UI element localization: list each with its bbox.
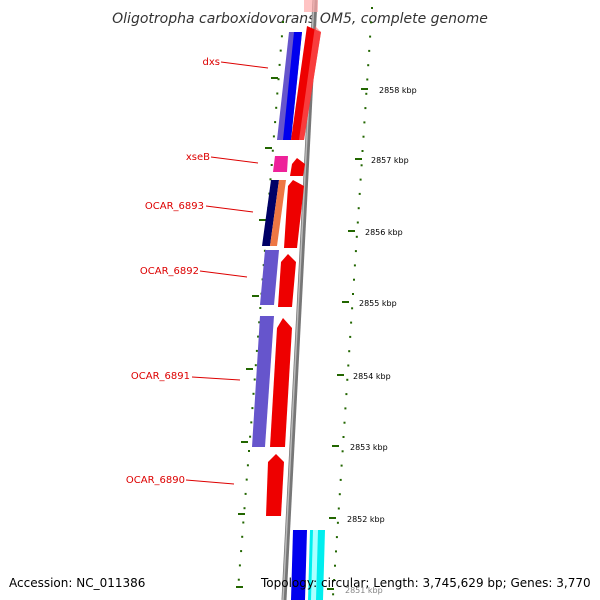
tick-label-2856: 2856 kbp [365,228,403,237]
xseB-forward-feature [290,158,305,176]
gene-label-OCAR_6891: OCAR_6891 [131,371,190,382]
dxs-reverse-feature [283,32,302,140]
OCAR_6892-leader-line [199,270,248,278]
gene-label-OCAR_6893: OCAR_6893 [145,201,204,212]
right-dotted-ring [332,7,373,596]
tick-label-2858: 2858 kbp [379,86,417,95]
OCAR_6890-leader-line [185,479,235,485]
accession-text: Accession: NC_011386 [9,576,145,590]
gene-label-xseB: xseB [186,152,210,163]
top-pink-feature [304,0,318,12]
OCAR_6890-forward-feature [266,454,284,516]
dxs-forward-feature-shade [299,26,321,140]
bottom-blue-feature [291,530,307,600]
OCAR_6893-leader-line [205,205,254,213]
bottom-cyan-feature-highlight [311,530,318,600]
dxs-leader-line [220,61,269,69]
OCAR_6893-secondary-feature [270,180,286,246]
major-ticks [327,88,368,590]
tick-label-2855: 2855 kbp [359,299,397,308]
gene-label-dxs: dxs [203,57,220,68]
xseB-feature [273,156,288,172]
tick-label-2853: 2853 kbp [350,443,388,452]
xseB-leader-line [210,156,259,164]
tick-label-2857: 2857 kbp [371,156,409,165]
OCAR_6893-forward-feature [284,180,304,248]
OCAR_6891-leader-line [191,376,241,381]
topology-summary-text: Topology: circular; Length: 3,745,629 bp… [260,576,591,590]
map-title: Oligotropha carboxidovorans OM5, complet… [112,11,488,27]
gene-label-OCAR_6890: OCAR_6890 [126,475,185,486]
OCAR_6892-forward-feature [278,254,296,307]
tick-label-2854: 2854 kbp [353,372,391,381]
tick-label-2851: 2851 kbp [345,586,383,595]
gene-label-OCAR_6892: OCAR_6892 [140,266,199,277]
OCAR_6891-reverse-feature [252,316,274,447]
OCAR_6892-reverse-feature [260,250,279,305]
OCAR_6891-forward-feature [270,318,292,447]
OCAR_6893-reverse-feature [262,180,279,246]
tick-label-2852: 2852 kbp [347,515,385,524]
